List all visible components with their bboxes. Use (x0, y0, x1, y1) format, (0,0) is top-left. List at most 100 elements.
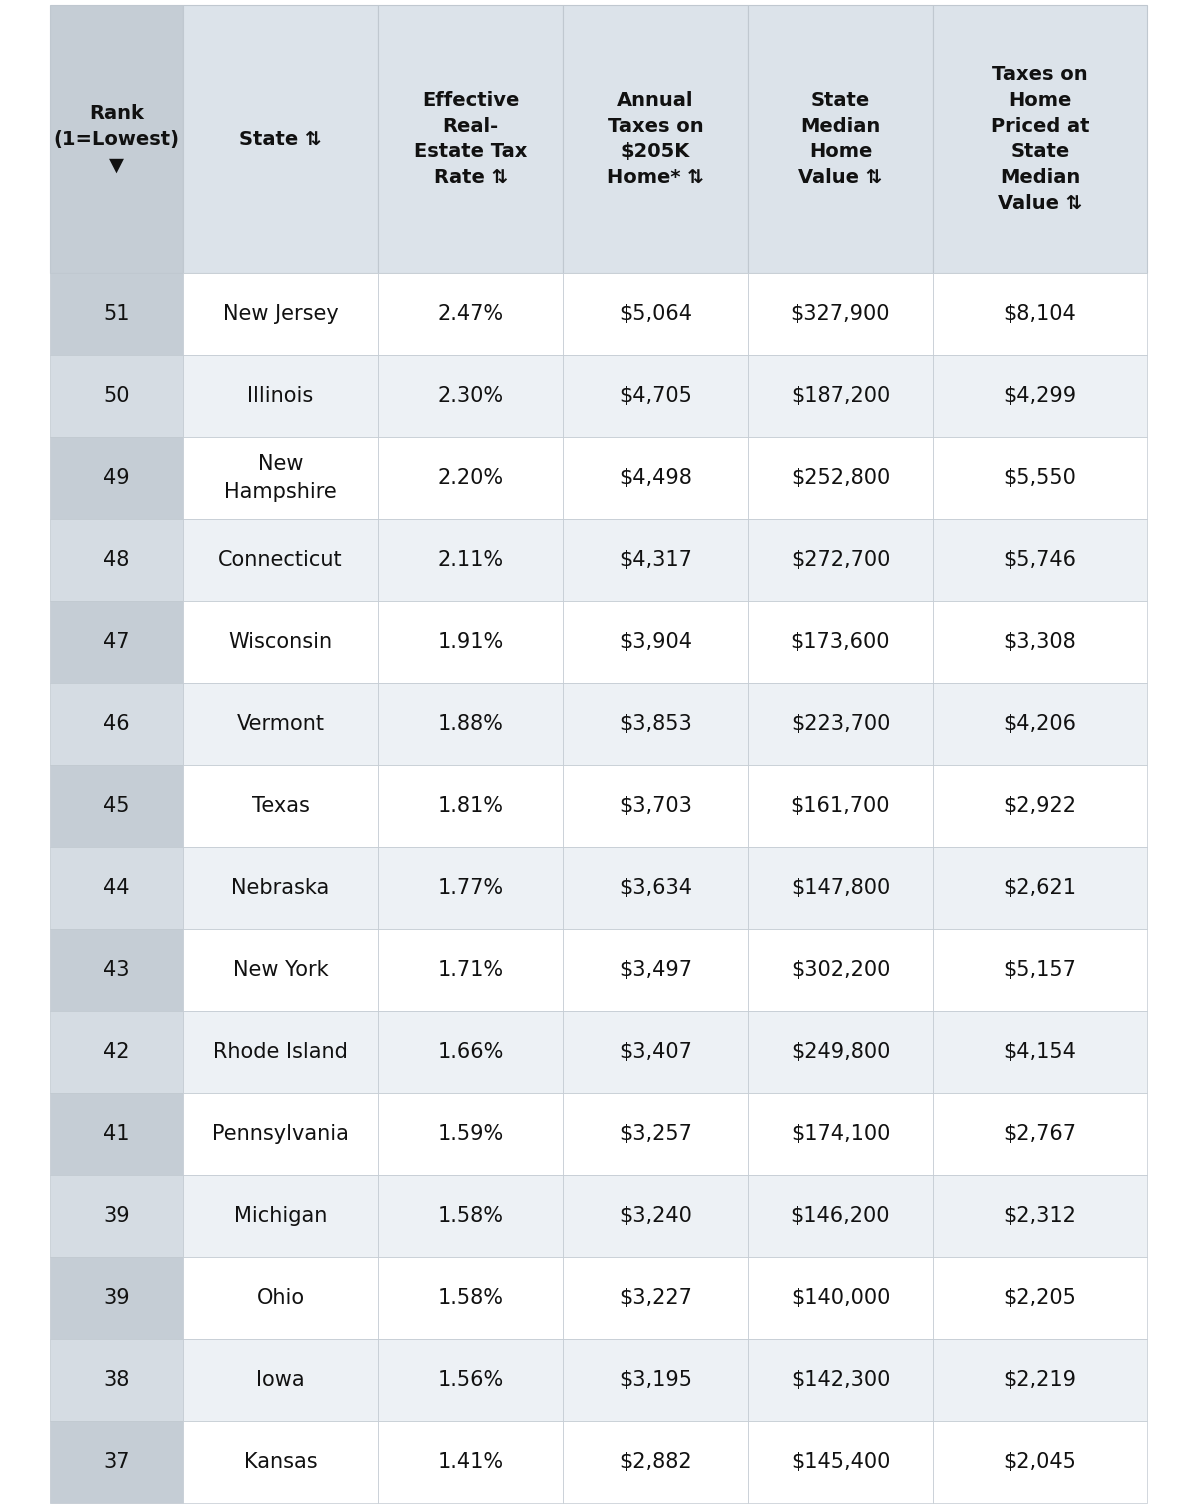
Text: 51: 51 (103, 304, 129, 323)
Bar (563, 1175, 748, 1257)
Bar (50, 1011, 183, 1093)
Bar (50, 683, 183, 766)
Bar (378, 5, 563, 274)
Text: 1.91%: 1.91% (437, 632, 504, 653)
Text: 39: 39 (103, 1206, 129, 1226)
Text: 1.59%: 1.59% (437, 1123, 504, 1145)
Bar (378, 1175, 563, 1257)
Text: 37: 37 (103, 1451, 129, 1472)
Text: $2,205: $2,205 (1003, 1287, 1076, 1308)
Text: 47: 47 (103, 632, 129, 653)
Text: 39: 39 (103, 1287, 129, 1308)
Bar (932, 355, 1147, 438)
Text: Wisconsin: Wisconsin (229, 632, 333, 653)
Text: $252,800: $252,800 (791, 468, 891, 487)
Bar (50, 438, 183, 519)
Bar (183, 602, 378, 683)
Bar (563, 5, 748, 274)
Bar (563, 602, 748, 683)
Bar (50, 929, 183, 1011)
Bar (378, 1257, 563, 1339)
Bar (378, 602, 563, 683)
Bar (932, 274, 1147, 355)
Text: 41: 41 (103, 1123, 129, 1145)
Text: $4,705: $4,705 (619, 387, 692, 406)
Text: 1.66%: 1.66% (437, 1042, 504, 1062)
Bar (563, 519, 748, 602)
Bar (563, 683, 748, 766)
Text: $3,904: $3,904 (619, 632, 692, 653)
Bar (748, 1011, 932, 1093)
Bar (748, 929, 932, 1011)
Text: $142,300: $142,300 (791, 1370, 891, 1390)
Text: 46: 46 (103, 714, 129, 734)
Bar (50, 355, 183, 438)
Bar (563, 766, 748, 847)
Bar (932, 1257, 1147, 1339)
Bar (748, 274, 932, 355)
Text: $5,550: $5,550 (1003, 468, 1076, 487)
Text: Vermont: Vermont (237, 714, 324, 734)
Text: $4,299: $4,299 (1003, 387, 1076, 406)
Bar (183, 1339, 378, 1421)
Bar (183, 1421, 378, 1502)
Bar (748, 1093, 932, 1175)
Text: 44: 44 (103, 878, 129, 898)
Text: 43: 43 (103, 960, 129, 981)
Text: $3,703: $3,703 (619, 796, 692, 817)
Text: $5,746: $5,746 (1003, 550, 1076, 570)
Bar (183, 519, 378, 602)
Text: $140,000: $140,000 (791, 1287, 891, 1308)
Bar (378, 1011, 563, 1093)
Bar (563, 1011, 748, 1093)
Text: 1.81%: 1.81% (437, 796, 504, 817)
Text: $3,634: $3,634 (619, 878, 692, 898)
Bar (50, 274, 183, 355)
Text: 2.30%: 2.30% (437, 387, 504, 406)
Text: $2,219: $2,219 (1003, 1370, 1076, 1390)
Bar (563, 1093, 748, 1175)
Bar (748, 438, 932, 519)
Text: Ohio: Ohio (256, 1287, 304, 1308)
Bar (932, 519, 1147, 602)
Bar (50, 5, 183, 274)
Bar (183, 683, 378, 766)
Bar (183, 1257, 378, 1339)
Text: $4,317: $4,317 (619, 550, 692, 570)
Bar (183, 847, 378, 929)
Text: 48: 48 (103, 550, 129, 570)
Text: Michigan: Michigan (233, 1206, 327, 1226)
Text: 1.88%: 1.88% (438, 714, 504, 734)
Text: $174,100: $174,100 (791, 1123, 891, 1145)
Text: Rank
(1=Lowest)
▼: Rank (1=Lowest) ▼ (54, 104, 180, 174)
Bar (50, 1257, 183, 1339)
Text: $2,767: $2,767 (1003, 1123, 1076, 1145)
Bar (378, 1421, 563, 1502)
Text: 1.77%: 1.77% (437, 878, 504, 898)
Bar (932, 929, 1147, 1011)
Text: 1.56%: 1.56% (437, 1370, 504, 1390)
Text: $4,206: $4,206 (1003, 714, 1076, 734)
Text: $2,621: $2,621 (1003, 878, 1076, 898)
Bar (50, 766, 183, 847)
Text: $4,498: $4,498 (619, 468, 692, 487)
Text: Taxes on
Home
Priced at
State
Median
Value ⇅: Taxes on Home Priced at State Median Val… (991, 65, 1089, 214)
Text: 38: 38 (103, 1370, 129, 1390)
Bar (932, 1011, 1147, 1093)
Text: $272,700: $272,700 (791, 550, 891, 570)
Text: Iowa: Iowa (256, 1370, 305, 1390)
Text: 1.71%: 1.71% (437, 960, 504, 981)
Bar (378, 355, 563, 438)
Bar (748, 683, 932, 766)
Bar (378, 438, 563, 519)
Text: State
Median
Home
Value ⇅: State Median Home Value ⇅ (798, 90, 882, 186)
Bar (748, 519, 932, 602)
Text: $223,700: $223,700 (791, 714, 891, 734)
Bar (378, 766, 563, 847)
Bar (378, 274, 563, 355)
Text: 2.20%: 2.20% (437, 468, 504, 487)
Bar (563, 1257, 748, 1339)
Text: 42: 42 (103, 1042, 129, 1062)
Bar (748, 355, 932, 438)
Text: New Jersey: New Jersey (223, 304, 339, 323)
